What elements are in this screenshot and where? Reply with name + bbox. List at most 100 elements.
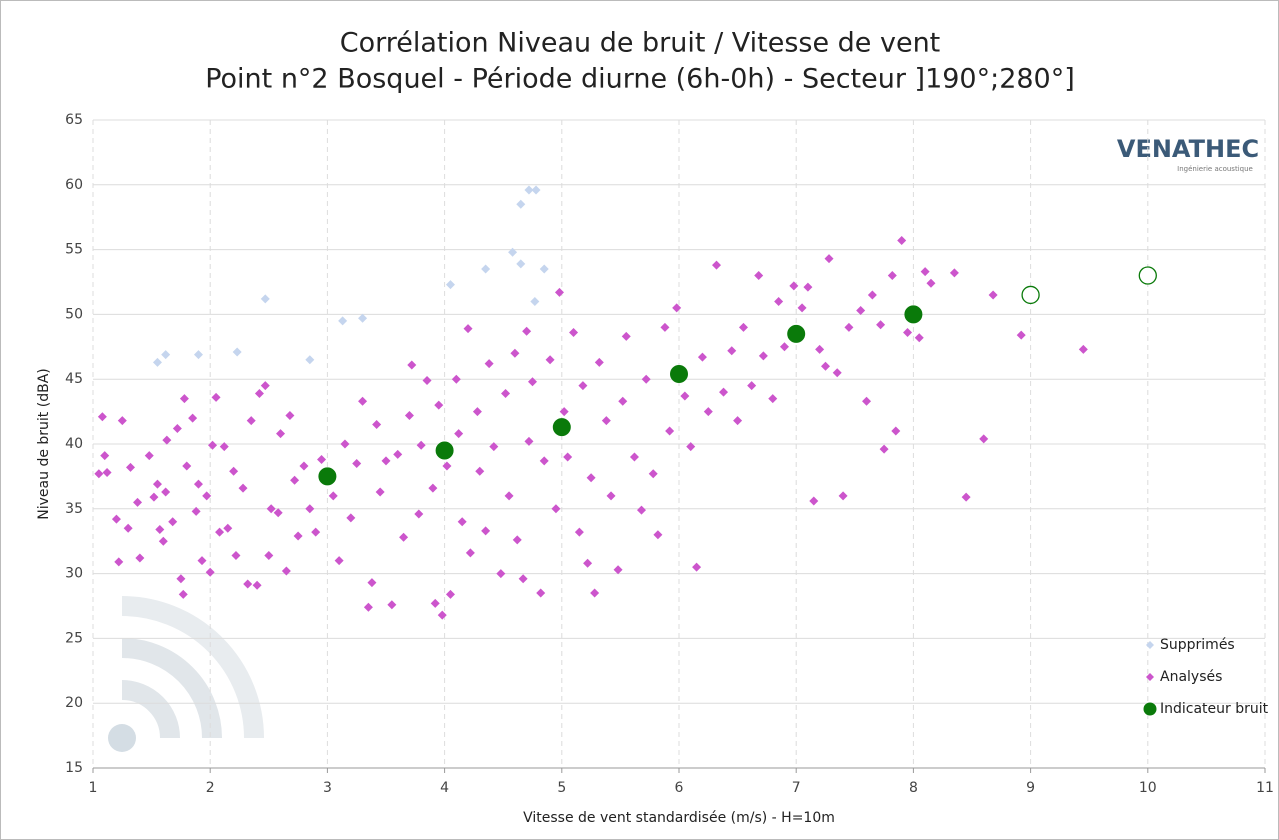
point (193, 350, 203, 360)
point (949, 268, 959, 278)
point (508, 247, 518, 257)
point (887, 271, 897, 281)
point (754, 271, 764, 281)
point (824, 254, 834, 264)
point (135, 553, 145, 563)
point (583, 558, 593, 568)
point (891, 426, 901, 436)
point (161, 487, 171, 497)
point (787, 324, 806, 343)
point (437, 610, 447, 620)
point (903, 328, 913, 338)
point (435, 441, 454, 460)
point (590, 588, 600, 598)
point (979, 434, 989, 444)
point (317, 455, 327, 465)
y-tick-label: 65 (65, 112, 83, 128)
point (539, 456, 549, 466)
point (211, 392, 221, 402)
y-tick-label: 30 (65, 566, 83, 582)
point (149, 492, 159, 502)
point (231, 550, 241, 560)
point (606, 491, 616, 501)
point (232, 347, 242, 357)
point (445, 589, 455, 599)
point (563, 452, 573, 462)
point (512, 535, 522, 545)
point (281, 566, 291, 576)
point (862, 396, 872, 406)
point (193, 479, 203, 489)
point (518, 574, 528, 584)
point (352, 458, 362, 468)
point (238, 483, 248, 493)
y-tick-label: 25 (65, 630, 83, 646)
point (738, 322, 748, 332)
point (920, 267, 930, 277)
point (809, 496, 819, 506)
point (346, 513, 356, 523)
point (475, 466, 485, 476)
point (144, 451, 154, 461)
point (422, 375, 432, 385)
point (358, 313, 368, 323)
point (774, 296, 784, 306)
point (1078, 344, 1088, 354)
point (578, 381, 588, 391)
point (451, 374, 461, 384)
point (712, 260, 722, 270)
point (407, 360, 417, 370)
point (528, 377, 537, 387)
point (961, 492, 971, 502)
point (178, 589, 188, 599)
point (387, 600, 397, 610)
point (246, 416, 256, 426)
point (904, 305, 923, 324)
y-tick-label: 35 (65, 501, 83, 517)
legend-label: Analysés (1160, 669, 1222, 685)
point (111, 514, 121, 524)
point (926, 278, 936, 288)
x-axis-label: Vitesse de vent standardisée (m/s) - H=1… (523, 810, 835, 826)
point (375, 487, 385, 497)
point (856, 306, 866, 316)
point (123, 523, 133, 533)
point (340, 439, 350, 449)
point (692, 562, 702, 572)
point (430, 598, 440, 608)
point (305, 355, 315, 365)
point (621, 331, 631, 341)
point (789, 281, 799, 291)
point (988, 290, 998, 300)
point (660, 322, 670, 332)
point (797, 303, 807, 313)
point (821, 361, 830, 371)
point (161, 350, 171, 360)
point (747, 381, 757, 391)
point (367, 578, 377, 588)
x-tick-label: 9 (1026, 780, 1035, 796)
point (569, 328, 579, 338)
point (399, 532, 409, 542)
point (252, 580, 262, 590)
point (697, 352, 707, 362)
y-tick-label: 15 (65, 760, 83, 776)
point (243, 579, 253, 589)
point (126, 462, 136, 472)
x-tick-label: 2 (206, 780, 215, 796)
point (472, 407, 482, 417)
point (524, 436, 534, 446)
point (172, 423, 182, 433)
point (381, 456, 391, 466)
point (266, 504, 276, 514)
point (363, 602, 373, 612)
point (276, 429, 286, 439)
point (516, 259, 526, 269)
point (414, 509, 424, 519)
point (1021, 285, 1040, 305)
point (393, 449, 403, 459)
legend-marker (1146, 641, 1154, 649)
chart-subtitle: Point n°2 Bosquel - Période diurne (6h-0… (205, 64, 1075, 95)
point (223, 523, 233, 533)
